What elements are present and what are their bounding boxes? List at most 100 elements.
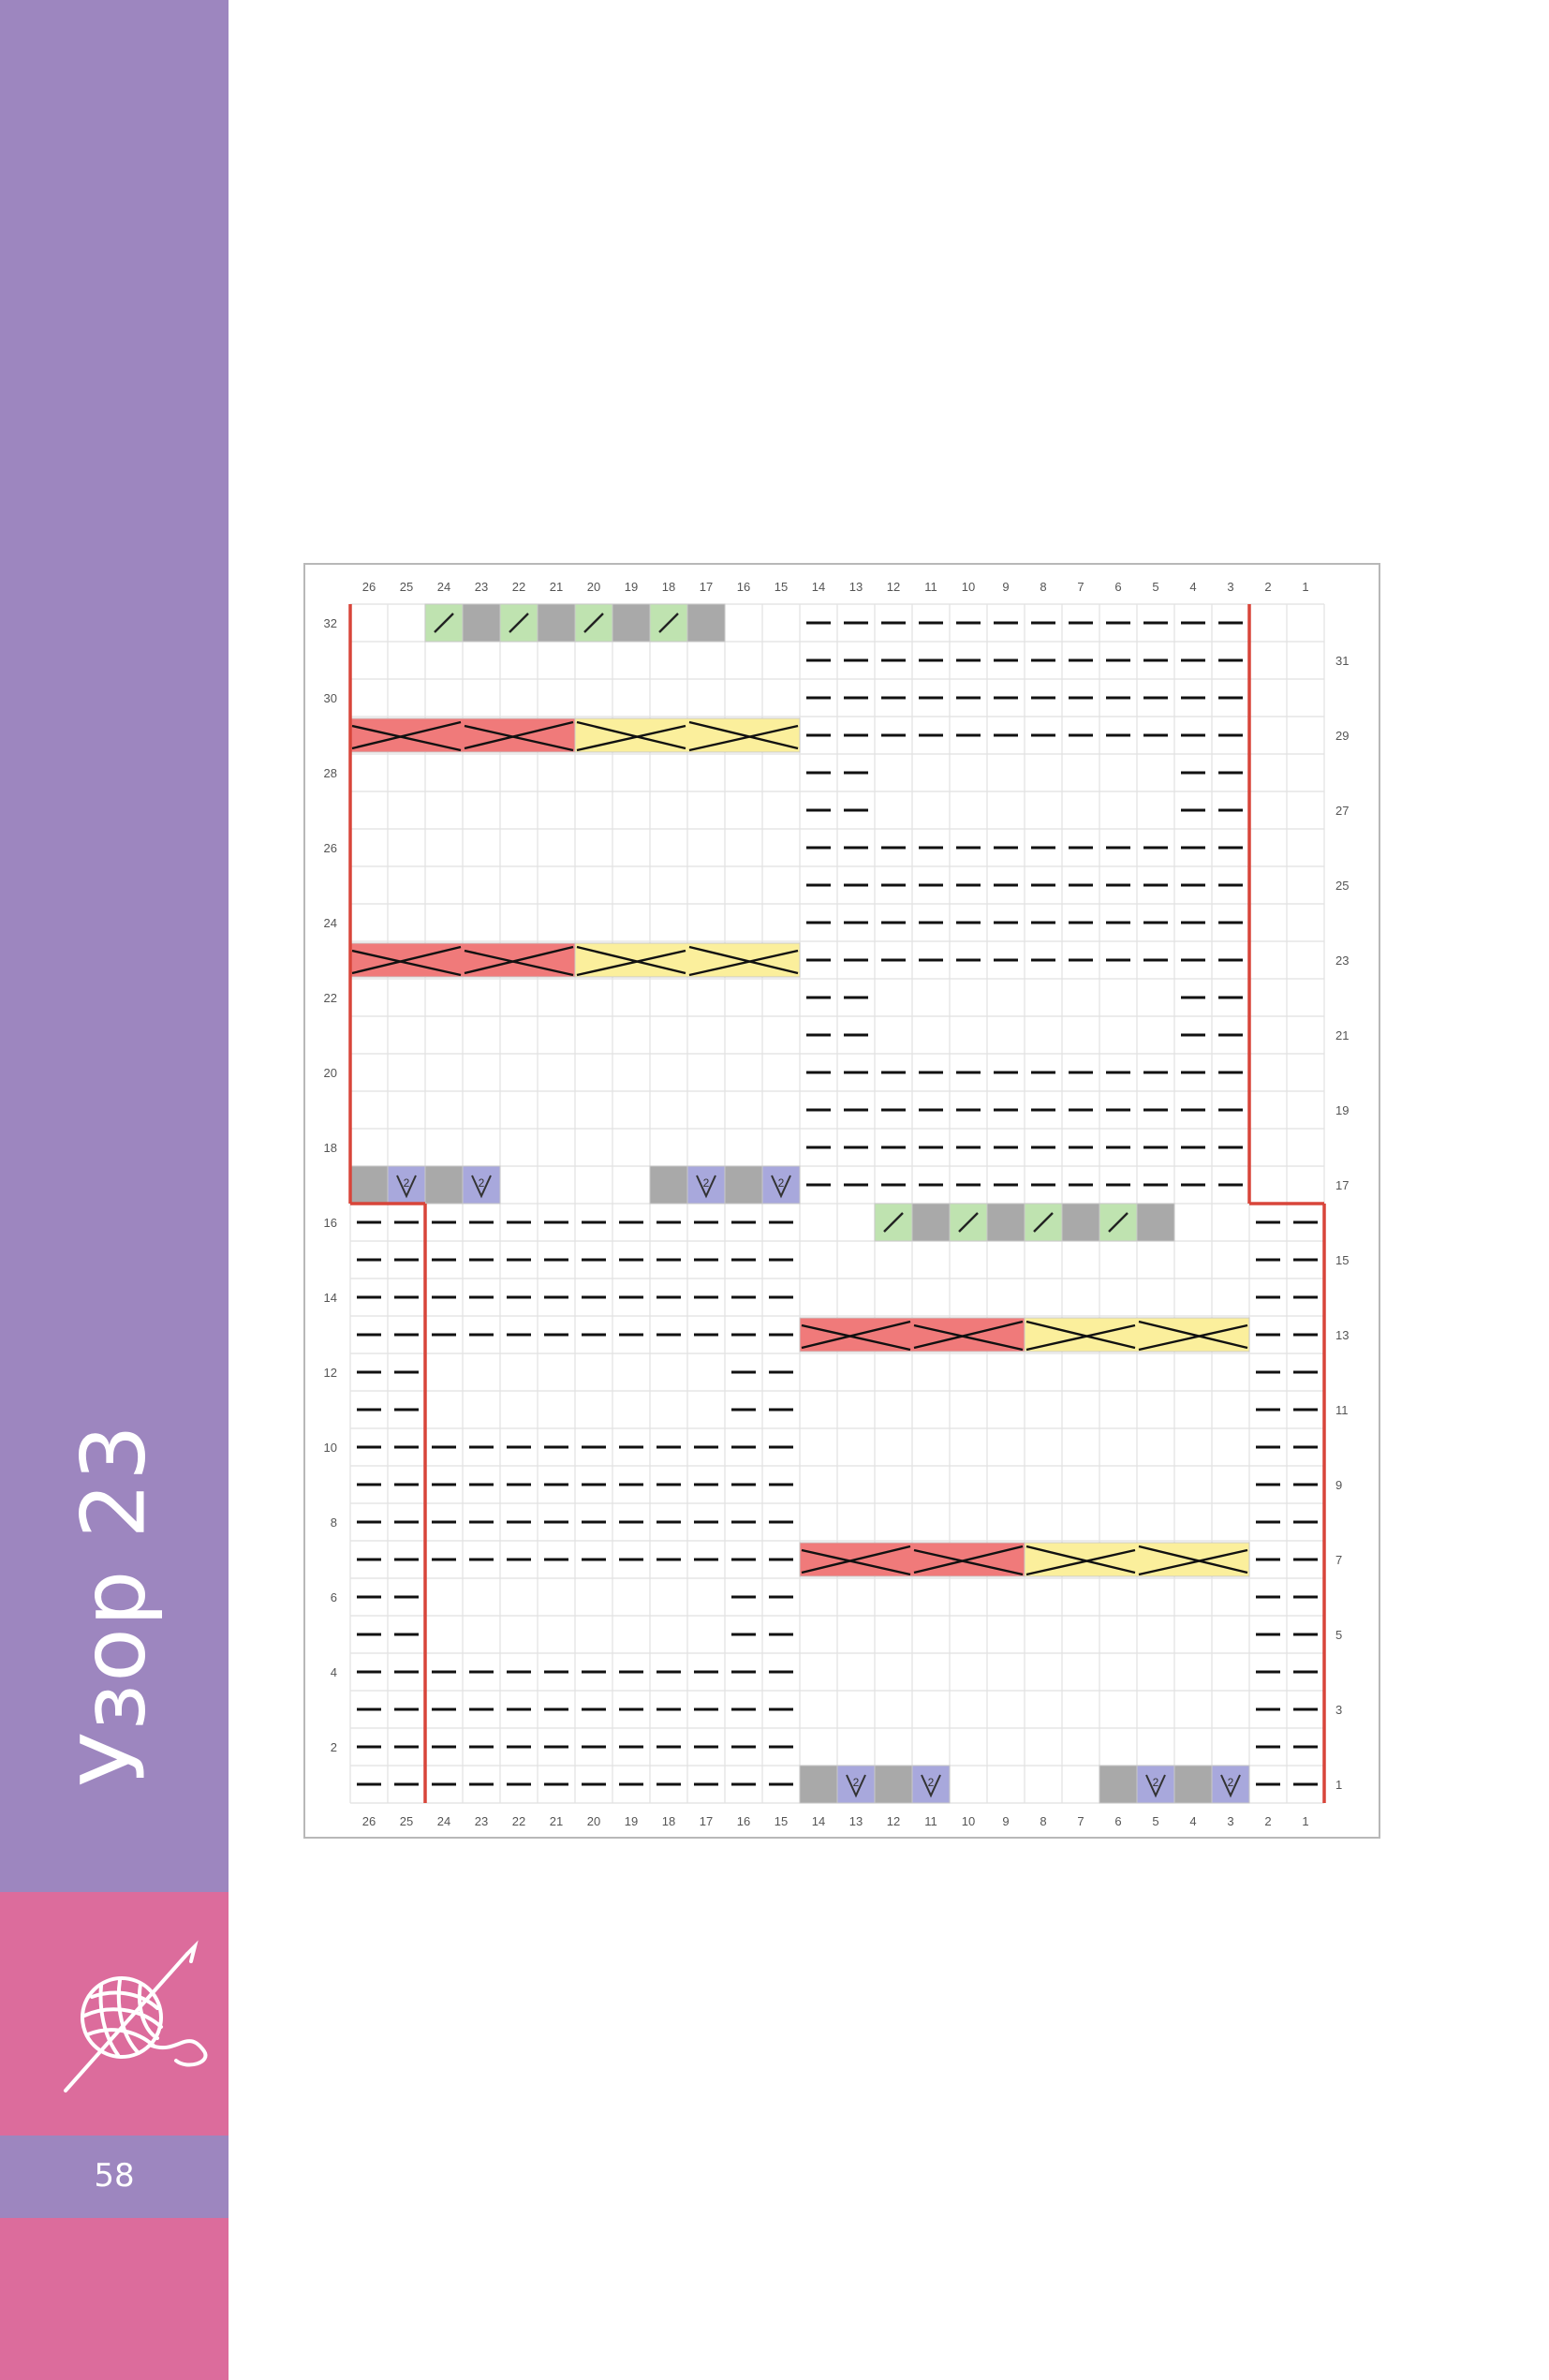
column-label-bottom: 11 <box>924 1814 937 1828</box>
sidebar-page-number-band <box>0 2136 229 2218</box>
cable-line <box>351 945 462 975</box>
cable-line <box>576 724 686 752</box>
column-label-bottom: 5 <box>1152 1814 1158 1828</box>
row-label-right: 27 <box>1335 804 1349 818</box>
cable-line <box>351 724 462 752</box>
row-label-left: 18 <box>324 1141 337 1155</box>
sidebar: Узор 23 58 <box>0 0 229 2380</box>
yellow-cable <box>1024 1542 1250 1577</box>
cable-line <box>1025 1323 1136 1352</box>
cable-line <box>688 949 799 977</box>
column-label-bottom: 15 <box>774 1814 788 1828</box>
column-label-top: 16 <box>737 580 750 594</box>
cable-line <box>464 720 574 750</box>
column-label-bottom: 23 <box>475 1814 488 1828</box>
row-label-right: 23 <box>1335 953 1349 968</box>
column-label-bottom: 6 <box>1114 1814 1121 1828</box>
column-label-bottom: 19 <box>625 1814 638 1828</box>
column-label-top: 5 <box>1152 580 1158 594</box>
cable-line <box>688 945 799 975</box>
two-label: 2 <box>1228 1776 1234 1789</box>
sidebar-purple-band <box>0 0 229 1892</box>
row-label-right: 17 <box>1335 1178 1349 1192</box>
v-mark <box>1145 1774 1166 1798</box>
gray-stitch <box>537 603 576 643</box>
cable-line <box>1025 1548 1136 1576</box>
cable-line <box>1025 1320 1136 1350</box>
column-label-top: 12 <box>887 580 900 594</box>
red-cable <box>349 717 576 753</box>
sidebar-bottom-band <box>0 2218 229 2380</box>
cable-line <box>913 1320 1024 1350</box>
gray-stitch <box>612 603 651 643</box>
column-label-top: 11 <box>924 580 937 594</box>
cable-line <box>913 1323 1024 1352</box>
cable-line <box>351 720 462 750</box>
v-mark <box>396 1175 417 1199</box>
column-label-bottom: 21 <box>550 1814 563 1828</box>
column-label-top: 18 <box>662 580 675 594</box>
row-label-right: 15 <box>1335 1253 1349 1267</box>
red-cable <box>799 1317 1025 1353</box>
column-label-bottom: 8 <box>1040 1814 1046 1828</box>
decrease-slash <box>509 613 529 633</box>
row-label-right: 11 <box>1335 1403 1349 1417</box>
decrease-slash <box>434 613 454 633</box>
cable-line <box>464 724 574 752</box>
cable-line <box>351 949 462 977</box>
cable-line <box>801 1548 911 1576</box>
decrease-slash <box>883 1212 904 1233</box>
cable-line <box>801 1323 911 1352</box>
cable-line <box>688 720 799 750</box>
yellow-cable <box>574 942 801 978</box>
row-label-left: 2 <box>331 1740 337 1754</box>
column-label-top: 3 <box>1227 580 1233 594</box>
pattern-title: Узор 23 <box>63 1423 166 1786</box>
column-label-top: 15 <box>774 580 788 594</box>
column-label-bottom: 4 <box>1189 1814 1196 1828</box>
column-label-bottom: 9 <box>1002 1814 1009 1828</box>
row-label-left: 28 <box>324 766 337 780</box>
column-label-top: 24 <box>437 580 450 594</box>
row-label-right: 25 <box>1335 879 1349 893</box>
column-label-bottom: 25 <box>400 1814 413 1828</box>
gray-stitch <box>462 603 501 643</box>
column-label-bottom: 18 <box>662 1814 675 1828</box>
column-label-top: 17 <box>700 580 713 594</box>
cable-line <box>801 1320 911 1350</box>
cable-line <box>1138 1323 1248 1352</box>
row-label-left: 4 <box>331 1665 337 1679</box>
two-label: 2 <box>479 1176 485 1190</box>
column-label-top: 20 <box>587 580 600 594</box>
row-label-left: 10 <box>324 1441 337 1455</box>
row-label-right: 21 <box>1335 1028 1349 1042</box>
cable-line <box>576 945 686 975</box>
cable-line <box>801 1545 911 1574</box>
decrease-stitch <box>1024 1203 1063 1242</box>
column-label-top: 6 <box>1114 580 1121 594</box>
knitting-chart: 2626252524242323222221212020191918181717… <box>303 563 1380 1839</box>
row-label-left: 32 <box>324 616 337 630</box>
row-label-left: 26 <box>324 841 337 855</box>
decrease-slash <box>1108 1212 1129 1233</box>
row-label-right: 19 <box>1335 1103 1349 1117</box>
gray-stitch <box>986 1203 1025 1242</box>
two-label: 2 <box>703 1176 710 1190</box>
row-label-left: 22 <box>324 991 337 1005</box>
gray-stitch <box>649 1165 688 1205</box>
column-label-bottom: 2 <box>1264 1814 1271 1828</box>
red-cable <box>349 942 576 978</box>
v-mark <box>696 1175 716 1199</box>
gray-stitch <box>1099 1765 1138 1804</box>
cable-line <box>913 1545 1024 1574</box>
row-label-left: 16 <box>324 1216 337 1230</box>
column-label-bottom: 20 <box>587 1814 600 1828</box>
row-label-left: 12 <box>324 1366 337 1380</box>
v-mark <box>921 1774 941 1798</box>
column-label-bottom: 3 <box>1227 1814 1233 1828</box>
gray-stitch <box>799 1765 838 1804</box>
column-label-top: 1 <box>1302 580 1308 594</box>
cable-line <box>576 949 686 977</box>
column-label-top: 14 <box>812 580 825 594</box>
cable-line <box>576 720 686 750</box>
